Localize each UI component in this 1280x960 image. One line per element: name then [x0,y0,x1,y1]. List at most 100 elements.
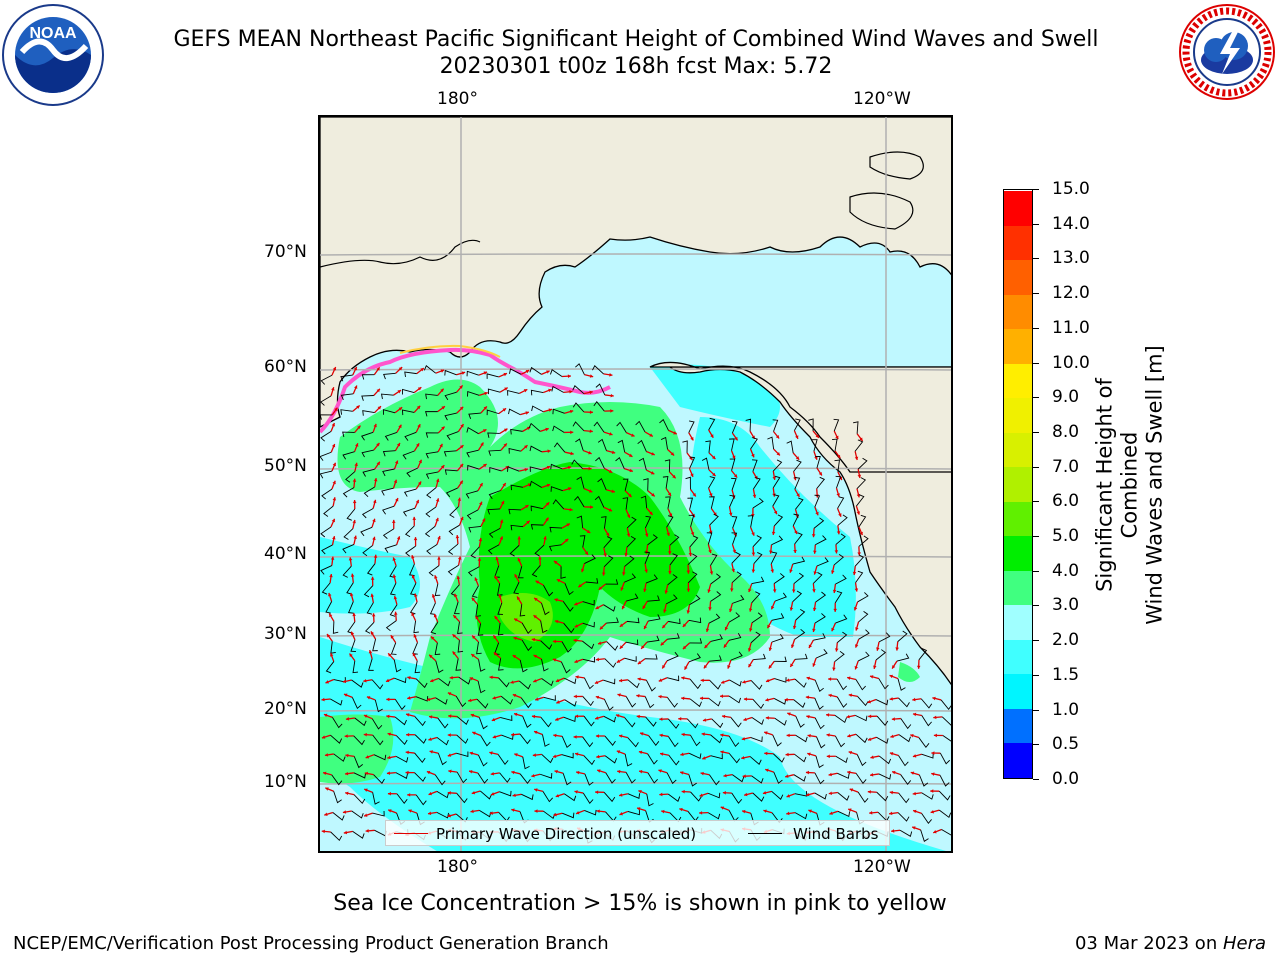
wave-direction-arrowhead [597,769,601,773]
wave-direction-arrowhead [672,474,676,479]
wind-barb [541,659,549,672]
wave-direction-arrowhead [330,556,335,560]
wind-barb [625,639,639,646]
colorbar-segment [1004,363,1032,399]
wave-direction-arrowhead [748,588,752,593]
wind-barb [792,556,806,565]
wave-direction-arrowhead [831,570,835,574]
colorbar-tick-label: 4.0 [1052,560,1080,581]
wind-barb [624,555,635,567]
wind-barb [382,409,396,415]
wave-direction-arrowhead [334,407,338,412]
colorbar-segment [1004,673,1032,709]
wind-barb [812,439,818,452]
wind-barb [571,459,583,469]
wind-barb [528,422,541,432]
wave-direction-arrowhead [826,754,830,759]
wind-barb [351,679,364,688]
wind-barb [583,755,595,766]
wind-barb [603,792,616,803]
wind-barb [731,792,743,804]
wave-direction-arrowhead [352,500,357,504]
wave-direction-arrowhead [795,456,800,460]
wind-barb [434,583,441,596]
wind-barb [939,752,951,765]
wave-direction-arrowhead [435,498,440,502]
wave-direction-arrowhead [620,587,624,591]
wind-barb [813,572,823,584]
wind-barb [708,613,721,624]
colorbar-tick-label: 11.0 [1052,317,1090,338]
wave-direction-arrowhead [498,594,502,598]
wave-direction-arrowhead [690,473,694,477]
wind-barb [519,604,526,617]
wave-direction-arrowhead [933,830,937,834]
wind-barb [921,715,932,727]
wind-barb [320,414,333,420]
wave-direction-arrowhead [710,434,714,438]
wave-direction-arrowhead [514,753,518,757]
wind-barb [389,604,398,617]
wind-barb [529,466,542,472]
wave-direction-arrowhead [854,644,859,648]
wind-barb [669,534,680,546]
wind-barb [666,651,679,662]
wind-barb [413,620,419,634]
wind-barb [351,697,362,710]
wave-direction-arrowhead [930,809,935,814]
wave-direction-arrowhead [615,714,620,718]
wind-barb [425,432,439,438]
wave-direction-arrowhead [395,498,399,502]
wind-barb [382,450,396,457]
wave-direction-arrowhead [619,678,623,683]
wind-barb [382,505,395,515]
wind-barb [564,699,577,707]
wave-direction-arrowhead [372,536,376,541]
wave-direction-arrowhead [460,424,464,428]
wind-barb [771,613,785,621]
wind-barb [624,754,633,767]
wave-direction-arrowhead [575,714,579,719]
wave-direction-arrowhead [552,754,557,759]
wind-barb [794,791,808,797]
wave-direction-arrowhead [502,483,506,487]
wave-direction-arrowhead [595,605,600,610]
wind-barb [403,488,417,497]
wave-direction-arrowhead [787,712,791,716]
wave-direction-arrowhead [768,664,773,669]
wind-barb [729,679,742,687]
wind-barb [500,715,513,721]
wind-barb [467,566,480,577]
wave-direction-arrowhead [723,773,727,778]
wave-direction-arrowhead [724,626,729,631]
wind-barb [685,476,691,490]
wind-barb [837,631,848,643]
wave-direction-arrowhead [889,674,893,679]
wave-direction-arrowhead [325,680,329,684]
wind-barb [836,696,848,708]
wind-barb [531,565,541,578]
wind-barb [772,753,785,763]
wind-barb [488,490,501,499]
wave-direction-arrowhead [610,409,614,413]
wave-direction-arrowhead [770,605,775,610]
wind-barb [855,733,868,744]
wind-barb [687,553,698,565]
wave-direction-arrowhead [812,607,817,612]
wind-barb [772,494,780,507]
wind-barb [466,509,479,520]
wave-direction-arrowhead [729,608,733,613]
wave-direction-arrowhead [873,665,877,669]
wind-barb [552,499,565,510]
wave-direction-arrowhead [447,753,452,757]
wave-direction-arrowhead [491,717,496,722]
wave-direction-arrowhead [479,483,483,487]
wind-barb [584,809,597,816]
wave-direction-arrowhead [460,445,464,449]
wave-direction-arrowhead [514,712,518,717]
wind-barb [837,810,851,818]
wind-barb [593,421,605,433]
wind-barb [773,771,783,784]
wave-direction-arrowhead [390,635,394,639]
wave-direction-arrowhead [489,811,493,815]
